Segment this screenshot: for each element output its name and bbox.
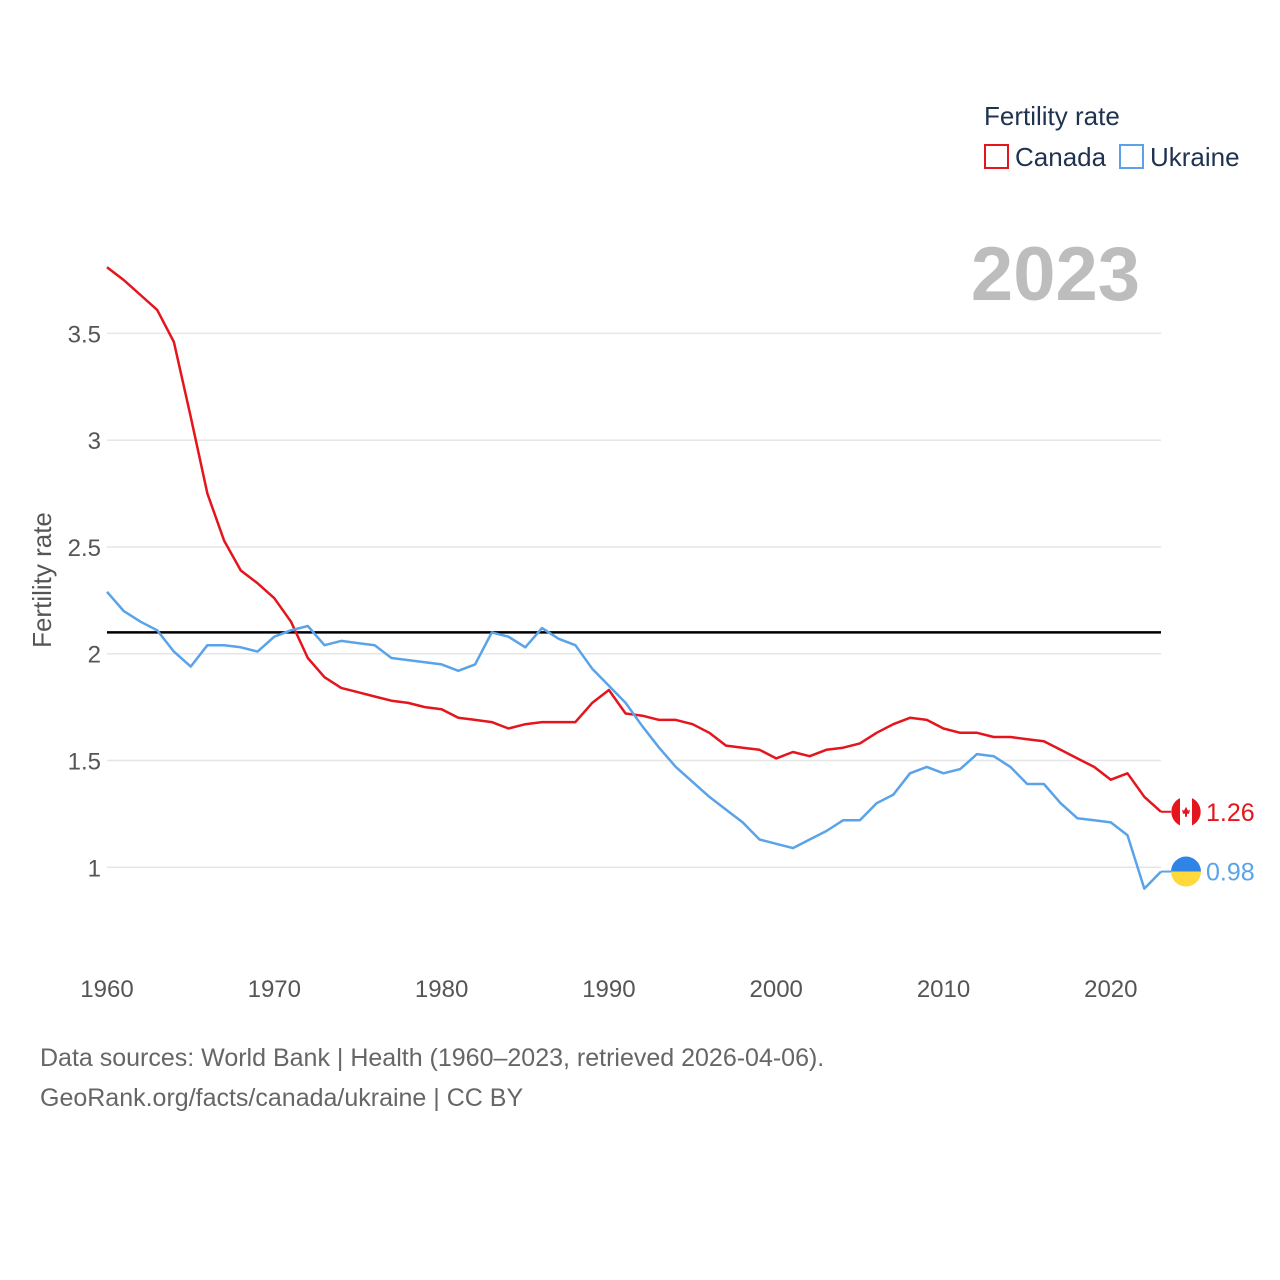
x-tick-label: 1980	[415, 976, 468, 1003]
x-tick-label: 2000	[750, 976, 803, 1003]
x-axis-ticks: 1960 1970 1980 1990 2000 2010 2020	[80, 976, 1137, 1003]
x-tick-label: 2020	[1084, 976, 1137, 1003]
x-tick-label: 2010	[917, 976, 970, 1003]
series-lines	[106, 266, 1162, 890]
y-tick-label: 1.5	[68, 749, 101, 776]
legend-label-ukraine: Ukraine	[1150, 142, 1240, 172]
source-line-data: Data sources: World Bank | Health (1960–…	[40, 1044, 825, 1072]
y-tick-label: 3	[88, 428, 101, 455]
canada-flag-icon	[1171, 796, 1201, 827]
flag-band-right	[1192, 798, 1201, 826]
x-tick-label: 1990	[582, 976, 635, 1003]
year-label: 2023	[971, 232, 1140, 317]
legend-item-canada[interactable]: Canada	[984, 142, 1107, 172]
series-line-canada	[106, 266, 1162, 813]
gridlines	[107, 332, 1161, 869]
legend-item-ukraine[interactable]: Ukraine	[1119, 142, 1240, 172]
maple-leaf	[1182, 806, 1190, 817]
ukraine-flag-icon	[1171, 856, 1201, 887]
y-tick-label: 3.5	[68, 321, 101, 348]
x-tick-label: 1960	[80, 976, 133, 1003]
end-value-canada: 1.26	[1206, 799, 1255, 827]
end-value-ukraine: 0.98	[1206, 859, 1255, 887]
series-end-markers: 1.26 0.98	[1161, 796, 1255, 887]
legend-title: Fertility rate	[984, 101, 1120, 131]
flag-band-left	[1171, 798, 1180, 826]
y-axis-label: Fertility rate	[27, 512, 57, 648]
source-line-attribution: GeoRank.org/facts/canada/ukraine | CC BY	[40, 1084, 524, 1112]
y-tick-label: 2.5	[68, 535, 101, 562]
flag-bottom-yellow	[1171, 871, 1201, 887]
series-line-ukraine	[106, 590, 1162, 890]
legend-swatch-canada	[984, 144, 1009, 169]
y-axis-ticks: 1 1.5 2 2.5 3 3.5	[68, 321, 101, 882]
y-tick-label: 2	[88, 642, 101, 669]
legend-label-canada: Canada	[1015, 142, 1107, 172]
flag-top-blue	[1171, 856, 1201, 872]
legend: Fertility rate Canada Ukraine	[984, 101, 1240, 172]
x-tick-label: 1970	[248, 976, 301, 1003]
y-tick-label: 1	[88, 855, 101, 882]
legend-swatch-ukraine	[1119, 144, 1144, 169]
